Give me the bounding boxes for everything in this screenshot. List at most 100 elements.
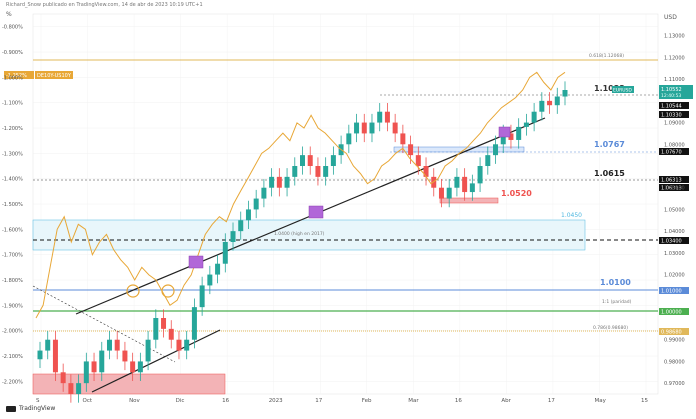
candle-body <box>52 339 58 373</box>
left-tick-label: -1.800% <box>2 278 23 284</box>
candle-body <box>369 122 375 134</box>
right-tick-label: 1.11000 <box>664 77 685 83</box>
level-0100-label: 1.0100 <box>600 278 631 287</box>
tradingview-logo-icon <box>6 405 16 412</box>
candle-body <box>276 176 282 188</box>
level-0400-note: 1.0400 (high en 2017) <box>274 231 325 237</box>
right-axis-ticks: 1.13000 1.12000 1.11000 1.09000 1.08000 1.060… <box>664 34 685 387</box>
candle-body <box>477 166 483 184</box>
candle-body <box>323 166 329 177</box>
candle-body <box>300 155 305 166</box>
parity-label: 1:1 (paridad) <box>602 299 632 305</box>
candle-body <box>361 122 367 134</box>
x-tick-label: Nov <box>129 398 140 404</box>
left-tick-label: -2.100% <box>2 354 23 360</box>
right-level-badges: 1.10544 1.10330 1.07670 1.06313 1.06313 … <box>659 102 689 336</box>
x-tick-label: 17 <box>548 398 555 404</box>
candle-body <box>423 166 429 177</box>
badge-2: 1.10330 <box>661 113 682 119</box>
x-tick-label: Dic <box>176 398 185 404</box>
price-badge[interactable] <box>659 85 693 99</box>
x-tick-label: Feb <box>362 398 372 404</box>
level-0450-label: 1.0450 <box>561 212 582 219</box>
candle-body <box>284 176 290 188</box>
badge-4: 1.06313 <box>661 178 682 184</box>
candle-body <box>377 111 383 123</box>
x-tick-label: Mar <box>408 398 419 404</box>
candle-body <box>45 339 51 351</box>
candle-body <box>253 198 259 210</box>
left-axis-title: % <box>6 11 12 18</box>
candle-body <box>184 339 190 351</box>
candle-body <box>330 155 336 166</box>
candle-body <box>523 122 529 127</box>
support-zone <box>32 219 586 251</box>
right-tick-label: 1.12000 <box>664 55 685 61</box>
tradingview-brand[interactable]: TradingView <box>6 405 55 412</box>
fib-top-label: 0.618(1.12068) <box>589 53 624 59</box>
candle-body <box>153 318 159 340</box>
badge-1: 1.10544 <box>661 104 682 110</box>
left-tick-label: -1.600% <box>2 227 23 233</box>
left-tick-label: -1.400% <box>2 177 23 183</box>
left-tick-label: -0.800% <box>2 25 23 31</box>
candle-body <box>215 263 221 275</box>
left-tick-label: -1.300% <box>2 151 23 157</box>
candle-body <box>114 339 120 351</box>
candle-body <box>130 361 136 373</box>
right-tick-label: 0.97000 <box>664 381 685 387</box>
candle-body <box>384 111 390 123</box>
right-tick-label: 0.99000 <box>664 338 685 344</box>
right-tick-label: 1.03000 <box>664 251 685 257</box>
marker-circle-1 <box>126 284 140 298</box>
candle-body <box>91 361 97 373</box>
x-tick-label: 15 <box>641 398 648 404</box>
badge-6: 1.03400 <box>661 239 682 245</box>
x-tick-label: 17 <box>315 398 322 404</box>
candle-body <box>446 187 452 199</box>
candle-body <box>392 122 398 134</box>
dotted-downtrend <box>32 285 176 363</box>
right-tick-label: 1.02000 <box>664 273 685 279</box>
ratio-value-badge <box>4 71 34 79</box>
candle-body <box>354 122 360 134</box>
right-tick-label: 1.04000 <box>664 229 685 235</box>
left-tick-label: -1.100% <box>2 101 23 107</box>
candle-body <box>191 307 197 340</box>
candle-body <box>245 209 251 221</box>
badge-8: 1.00000 <box>661 310 682 316</box>
candle-body <box>76 383 82 394</box>
badge-7: 1.01000 <box>661 289 682 295</box>
left-tick-label: -2.200% <box>2 379 23 385</box>
publisher-line: Richard_Snow publicado en TradingView.co… <box>6 2 203 8</box>
candle-body <box>222 242 228 264</box>
candle-body <box>122 350 128 362</box>
candle-body <box>261 187 267 199</box>
candle-body <box>400 133 406 145</box>
candle-body <box>176 339 182 351</box>
candle-body <box>500 133 506 145</box>
lower-channel-line <box>91 329 221 393</box>
marker-square-1 <box>308 205 324 219</box>
left-tick-label: -2.000% <box>2 329 23 335</box>
candle-body <box>462 176 468 193</box>
candle-body <box>292 166 298 177</box>
candle-body <box>315 166 321 177</box>
x-tick-label: Oct <box>83 398 93 404</box>
right-tick-label: 1.13000 <box>664 34 685 40</box>
level-0767-label: 1.0767 <box>594 140 625 149</box>
ratio-name-badge <box>35 71 73 79</box>
candle-body <box>438 187 444 199</box>
candle-body <box>207 274 213 286</box>
x-axis-ticks: S Oct Nov Dic 16 2023 17 Feb Mar 16 Abr 17 May 15 <box>36 398 648 404</box>
candle-body <box>68 383 74 394</box>
candle-body <box>161 318 167 329</box>
x-tick-label: May <box>594 398 606 404</box>
x-tick-label: 2023 <box>269 398 283 404</box>
right-tick-label: 1.09000 <box>664 121 685 127</box>
ratio-value: -1.252% <box>6 73 27 79</box>
candle-body <box>531 111 537 123</box>
x-tick-label: S <box>36 398 40 404</box>
yield-spread-line <box>35 71 566 319</box>
